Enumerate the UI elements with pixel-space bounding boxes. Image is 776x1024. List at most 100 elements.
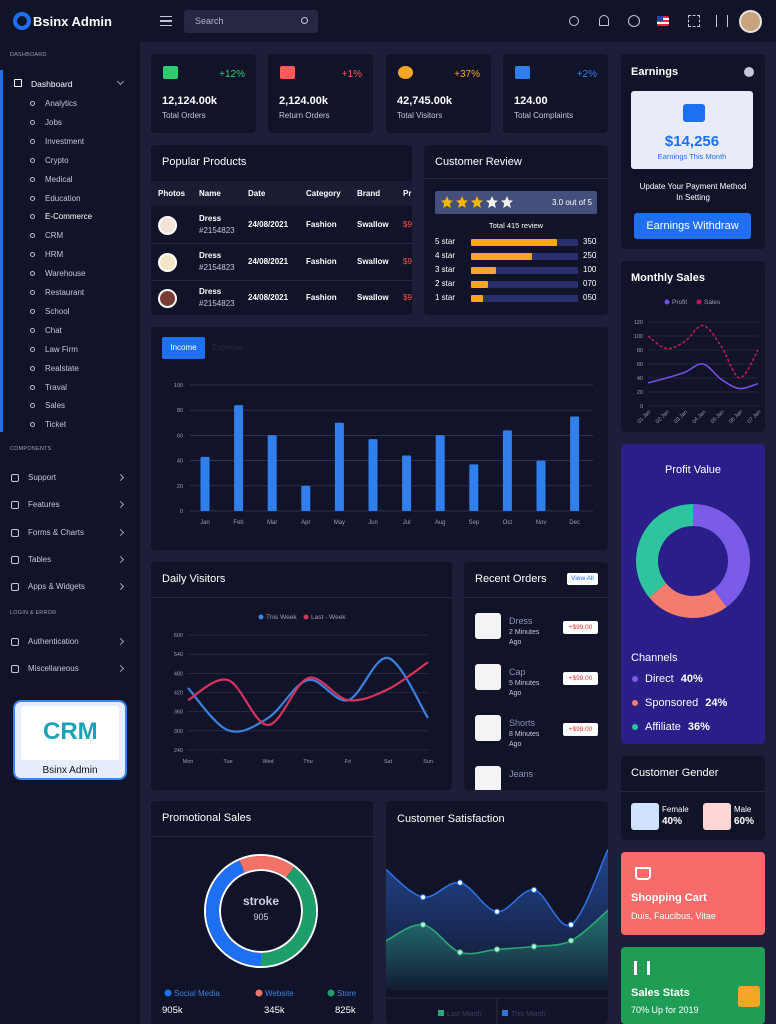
- menu-toggle[interactable]: [160, 16, 172, 26]
- y-tick-label: 420: [174, 691, 183, 697]
- order-name: Shorts: [509, 718, 536, 728]
- fullscreen-icon[interactable]: [688, 15, 700, 27]
- nav-link[interactable]: Apps & Widgets: [28, 582, 85, 591]
- nav-link[interactable]: Medical: [45, 174, 73, 184]
- legend-dot: [632, 676, 638, 682]
- nav-bullet: [30, 422, 35, 428]
- x-tick-label: May: [334, 520, 345, 526]
- order-thumb: [475, 766, 501, 790]
- donut-segment: [260, 867, 316, 966]
- nav-link[interactable]: Forms & Charts: [28, 528, 85, 537]
- nav-link[interactable]: E-Commerce: [45, 212, 93, 222]
- order-name: Jeans: [509, 769, 534, 779]
- point: [419, 921, 427, 928]
- x-tick-label: Nov: [536, 520, 547, 526]
- rating-count: 100: [583, 265, 597, 274]
- chat-icon[interactable]: [628, 15, 640, 27]
- stats-badge: [738, 986, 760, 1007]
- chart-canvas: stroke 905 Social Media 905k Website 345k Stor…: [162, 854, 357, 1016]
- nav-bullet: [30, 138, 35, 144]
- tab[interactable]: Expense: [212, 343, 244, 352]
- nav-link[interactable]: HRM: [45, 250, 64, 260]
- product-name: Dress: [199, 214, 222, 223]
- nav-link[interactable]: Ticket: [45, 420, 67, 430]
- search-box[interactable]: Search: [184, 10, 318, 33]
- order-time: 2 Minutes Ago: [509, 629, 540, 646]
- settings-icon[interactable]: [716, 15, 728, 27]
- nav-link[interactable]: Warehouse: [45, 269, 86, 279]
- info-icon[interactable]: [744, 67, 754, 77]
- nav-link[interactable]: Education: [45, 193, 81, 203]
- x-tick-label: 06 Jan: [728, 409, 744, 425]
- rating-stars: [441, 196, 513, 208]
- nav-link[interactable]: Miscellaneous: [28, 664, 79, 673]
- product-name: Dress: [199, 287, 222, 296]
- x-tick-label: Apr: [301, 520, 310, 526]
- nav-link[interactable]: CRM: [45, 231, 64, 241]
- divider: [151, 836, 373, 837]
- nav-link[interactable]: Tables: [28, 555, 52, 564]
- x-tick-label: Tue: [223, 759, 232, 765]
- wallet-icon: [683, 104, 705, 122]
- star: [456, 196, 468, 208]
- nav-link[interactable]: Realstate: [45, 363, 79, 373]
- user-avatar[interactable]: [739, 10, 762, 33]
- column-header: Brand: [357, 189, 381, 198]
- theme-icon[interactable]: [569, 16, 579, 26]
- nav-link[interactable]: Sales: [45, 401, 66, 411]
- section-heading: COMPONENTS: [10, 446, 52, 452]
- sales-stats-card[interactable]: Sales Stats 70% Up for 2019: [621, 947, 765, 1024]
- nav-link[interactable]: Analytics: [45, 99, 78, 108]
- nav-bullet: [30, 384, 35, 390]
- stat-icon: [398, 66, 413, 79]
- donut-segment: [206, 860, 262, 966]
- nav-link[interactable]: Investment: [45, 136, 85, 146]
- bar: [200, 456, 210, 511]
- notification-icon[interactable]: [599, 15, 609, 26]
- nav-bullet: [30, 233, 35, 239]
- divider: [424, 178, 608, 179]
- nav-link[interactable]: Dashboard: [31, 79, 73, 89]
- rating-track: [471, 281, 578, 288]
- ring: [204, 854, 318, 968]
- card-title: Daily Visitors: [162, 573, 226, 585]
- nav-link[interactable]: Crypto: [45, 155, 69, 165]
- rating-box: 3.0 out of 5: [435, 191, 597, 214]
- nav-link[interactable]: Jobs: [45, 117, 62, 127]
- legend-label: Social Media: [174, 989, 220, 998]
- nav-link[interactable]: Features: [28, 500, 60, 509]
- stat-icon: [515, 66, 530, 79]
- product-brand: Swallow: [357, 220, 389, 229]
- point: [530, 886, 538, 894]
- nav-link[interactable]: Support: [28, 473, 57, 482]
- legend-label: Sponsored: [645, 697, 699, 709]
- nav-link[interactable]: Authentication: [28, 637, 79, 646]
- view-all-button[interactable]: View All: [567, 573, 598, 585]
- nav-link[interactable]: Chat: [45, 325, 62, 335]
- row-divider: [151, 243, 412, 244]
- chevron: [116, 637, 125, 646]
- nav-link[interactable]: Law Firm: [45, 344, 78, 354]
- tab[interactable]: Income: [162, 337, 205, 359]
- nav-bullet: [30, 403, 35, 409]
- stat-icon: [163, 66, 178, 79]
- withdraw-button[interactable]: Earnings Withdraw: [634, 213, 751, 239]
- legend-dot: [164, 989, 172, 997]
- promo-card[interactable]: CRM Bsinx Admin: [13, 700, 127, 780]
- shopping-cart-card[interactable]: Shopping Cart Duis, Faucibus, Vitae: [621, 852, 765, 935]
- language-flag[interactable]: [657, 16, 669, 26]
- nav-bullet: [30, 176, 35, 182]
- donut-segment: [636, 504, 694, 598]
- nav-link[interactable]: School: [45, 306, 70, 316]
- card-title: Recent Orders: [475, 573, 547, 585]
- stat-card: +2% 124.00 Total Complaints: [503, 54, 608, 133]
- nav-link[interactable]: Restaurant: [45, 288, 85, 297]
- product-date: 24/08/2021: [248, 293, 289, 302]
- legend-dot: [664, 299, 670, 305]
- rating-track: [471, 295, 578, 302]
- y-tick-label: 100: [634, 334, 643, 340]
- nav-link[interactable]: Traval: [45, 382, 67, 392]
- y-tick-label: 480: [174, 671, 183, 677]
- legend-label: Direct: [645, 673, 674, 685]
- x-tick-label: Feb: [233, 520, 244, 526]
